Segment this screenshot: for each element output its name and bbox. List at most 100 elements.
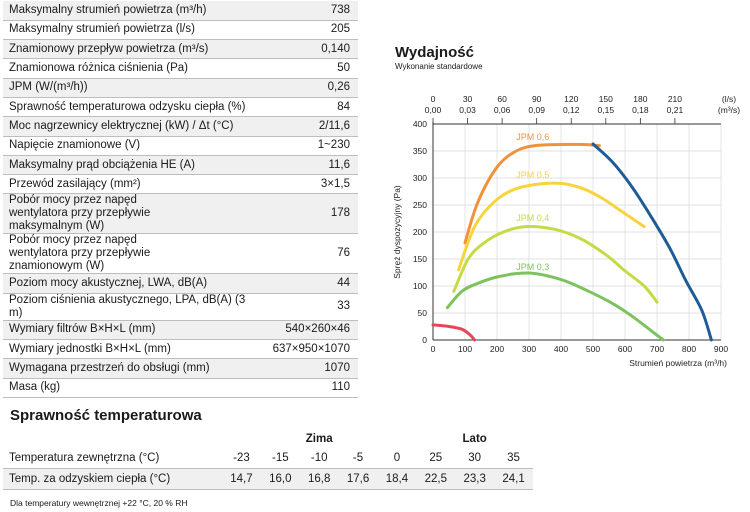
spec-label: Pobór mocy przez napęd wentylatora przy …: [3, 193, 267, 235]
y-tick-label: 100: [413, 281, 427, 291]
spec-row: Znamionowy przepływ powietrza (m³/s) 0,14…: [3, 39, 358, 60]
top-axis-ls-label: 120: [564, 94, 578, 104]
efficiency-header-row: Zima Lato: [3, 430, 533, 448]
top-axis-ls-label: 210: [668, 94, 682, 104]
top-axis-m3s-label: 0,15: [598, 105, 615, 115]
top-axis-m3s-label: 0,12: [563, 105, 580, 115]
performance-chart: 0 100 200 300 400 500 600 700 800 900050100150200…: [392, 94, 740, 368]
spec-value: 11,6: [266, 155, 358, 176]
spec-row: Poziom ciśnienia akustycznego, LPA, dB(A…: [3, 293, 358, 321]
outdoor-temp-cell: 25: [416, 448, 456, 469]
x-tick-label: 500: [586, 344, 600, 354]
spec-row: Napięcie znamionowe (V) 1~230: [3, 136, 358, 156]
y-tick-label: 300: [413, 173, 427, 183]
outdoor-temp-cell: -5: [338, 448, 378, 469]
spec-row: Maksymalny strumień powietrza (l/s) 205: [3, 20, 358, 41]
top-axis-m3s-label: 0,18: [632, 105, 649, 115]
spec-value: 50: [266, 58, 358, 79]
top-axis-m3s-label: 0,21: [667, 105, 684, 115]
top-axis-m3s-unit: (m³/s): [718, 105, 740, 115]
spec-row: Moc nagrzewnicy elektrycznej (kW) / Δt (…: [3, 116, 358, 137]
series-line: [457, 181, 646, 272]
spec-label: Maksymalny strumień powietrza (l/s): [3, 20, 267, 41]
top-axis-m3s-label: 0,09: [528, 105, 545, 115]
spec-row: Maksymalny prąd obciążenia HE (A) 11,6: [3, 155, 358, 176]
spec-label: Poziom mocy akustycznej, LWA, dB(A): [3, 273, 267, 294]
x-tick-label: 600: [618, 344, 632, 354]
spec-table-body: Maksymalny strumień powietrza (m³/h) 738 M…: [3, 1, 358, 398]
efficiency-table: Zima Lato Temperatura zewnętrzna (°C) -2…: [3, 430, 533, 490]
x-tick-label: 0: [431, 344, 436, 354]
top-axis-ls-label: 180: [633, 94, 647, 104]
outdoor-temp-cell: -15: [260, 448, 300, 469]
x-tick-label: 900: [714, 344, 728, 354]
series-label: JPM 0,6: [516, 132, 549, 142]
x-axis-label: Strumień powietrza (m³/h): [629, 358, 727, 368]
recovery-temp-cell: 17,6: [338, 468, 378, 490]
top-axis-ls-label: 0: [431, 94, 436, 104]
spec-value: 76: [266, 233, 358, 275]
top-axis-m3s-label: 0,06: [494, 105, 511, 115]
spec-label: Napięcie znamionowe (V): [3, 136, 267, 156]
recovery-temp-cell: 14,7: [221, 468, 261, 490]
x-tick-label: 800: [682, 344, 696, 354]
y-tick-label: 200: [413, 227, 427, 237]
series-line: [463, 142, 601, 245]
spec-label: Wymiary jednostki B×H×L (mm): [3, 339, 267, 360]
recovery-temp-cell: 16,8: [299, 468, 339, 490]
spec-label: Znamionowa różnica ciśnienia (Pa): [3, 58, 267, 79]
y-tick-label: 150: [413, 254, 427, 264]
x-tick-label: 300: [522, 344, 536, 354]
spec-value: 178: [266, 193, 358, 235]
series-line: [452, 225, 659, 304]
spec-value: 84: [266, 97, 358, 118]
spec-row: Wymiary jednostki B×H×L (mm) 637×950×1070: [3, 339, 358, 360]
efficiency-title: Sprawność temperaturowa: [10, 407, 202, 424]
outdoor-temp-cell: 30: [455, 448, 495, 469]
spec-label: JPM (W/(m³/h)): [3, 78, 267, 98]
x-tick-label: 700: [650, 344, 664, 354]
spec-value: 33: [266, 293, 358, 321]
spec-label: Pobór mocy przez napęd wentylatora przy …: [3, 233, 267, 275]
spec-label: Wymiary filtrów B×H×L (mm): [3, 320, 267, 341]
y-tick-label: 400: [413, 119, 427, 129]
spec-label: Znamionowy przepływ powietrza (m³/s): [3, 39, 267, 60]
spec-value: 1070: [266, 358, 358, 379]
spec-row: Przewód zasilający (mm²) 3×1,5: [3, 174, 358, 195]
spec-label: Sprawność temperaturowa odzysku ciepła (…: [3, 97, 267, 118]
top-axis-ls-label: 60: [497, 94, 507, 104]
spec-value: 3×1,5: [266, 174, 358, 195]
spec-label: Moc nagrzewnicy elektrycznej (kW) / Δt (…: [3, 116, 267, 137]
recovery-temp-cell: 16,0: [260, 468, 300, 490]
recovery-temp-cell: 22,5: [416, 468, 456, 490]
top-axis-m3s-label: 0,03: [459, 105, 476, 115]
efficiency-note: Dla temperatury wewnętrznej +22 °C, 20 %…: [10, 498, 188, 508]
outdoor-temp-cell: 0: [377, 448, 417, 469]
x-tick-label: 400: [554, 344, 568, 354]
outdoor-temp-cell: -23: [221, 448, 261, 469]
recovery-temp-row: Temp. za odzyskiem ciepła (°C) 14,7 16,0 1…: [3, 468, 533, 490]
series-line: [445, 271, 665, 342]
spec-row: Znamionowa różnica ciśnienia (Pa) 50: [3, 58, 358, 79]
outdoor-temp-label: Temperatura zewnętrzna (°C): [3, 448, 222, 469]
spec-row: Maksymalny strumień powietrza (m³/h) 738: [3, 1, 358, 21]
spec-row: Wymagana przestrzeń do obsługi (mm) 1070: [3, 358, 358, 379]
spec-label: Masa (kg): [3, 378, 267, 398]
outdoor-temp-cell: 35: [494, 448, 533, 469]
spec-value: 2/11,6: [266, 116, 358, 137]
spec-label: Maksymalny prąd obciążenia HE (A): [3, 155, 267, 176]
top-axis-ls-label: 90: [532, 94, 542, 104]
top-axis-ls-label: 150: [599, 94, 613, 104]
spec-table: Maksymalny strumień powietrza (m³/h) 738 M…: [3, 1, 358, 398]
spec-row: Sprawność temperaturowa odzysku ciepła (…: [3, 97, 358, 118]
winter-label: Zima: [305, 433, 333, 445]
top-axis-m3s-label: 0,00: [425, 105, 442, 115]
series-line: [591, 142, 713, 342]
spec-value: 637×950×1070: [266, 339, 358, 360]
spec-row: Pobór mocy przez napęd wentylatora przy …: [3, 193, 358, 235]
top-axis-ls-label: 30: [463, 94, 473, 104]
spec-row: Pobór mocy przez napęd wentylatora przy …: [3, 233, 358, 275]
recovery-temp-cell: 23,3: [455, 468, 495, 490]
spec-row: Poziom mocy akustycznej, LWA, dB(A) 44: [3, 273, 358, 294]
spec-row: Wymiary filtrów B×H×L (mm) 540×260×46: [3, 320, 358, 341]
